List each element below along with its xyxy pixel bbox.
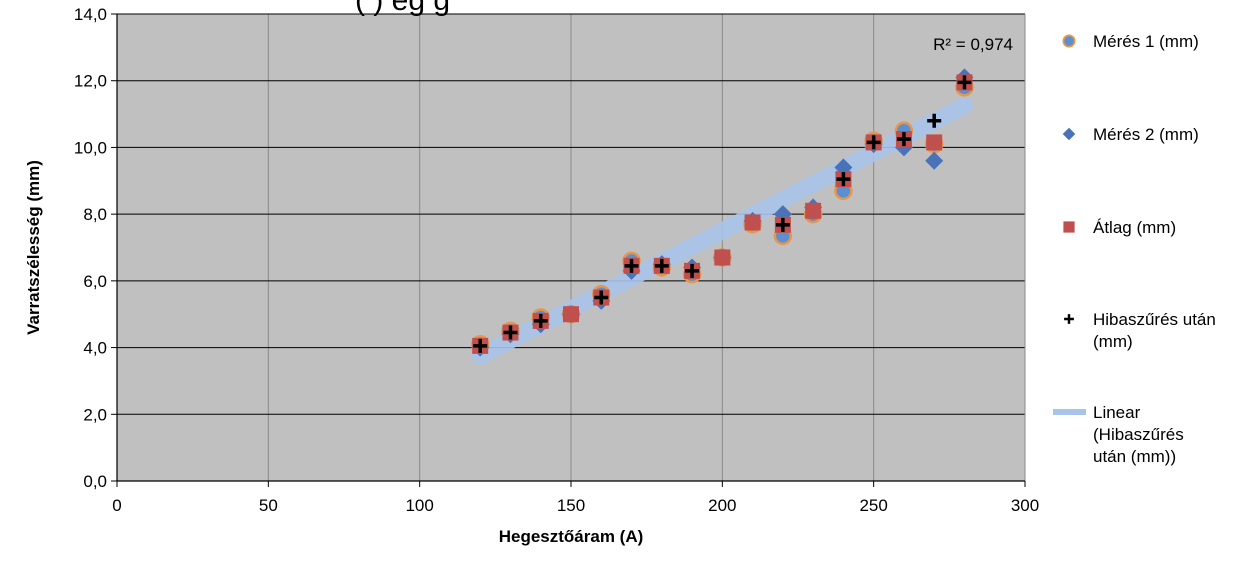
data-point-series-4	[473, 338, 488, 353]
legend-label-line: (mm)	[1093, 332, 1133, 351]
y-tick-label: 6,0	[83, 272, 107, 291]
legend-label-line: Mérés 1 (mm)	[1093, 32, 1199, 51]
legend-label-line: Mérés 2 (mm)	[1093, 125, 1199, 144]
r-squared-annotation: R² = 0,974	[933, 35, 1013, 54]
x-tick-label: 100	[405, 496, 433, 515]
legend-swatch-1	[1062, 34, 1076, 48]
legend-label-1: Mérés 1 (mm)	[1093, 32, 1199, 51]
legend-label-2: Mérés 2 (mm)	[1093, 125, 1199, 144]
legend-swatch-3	[1063, 221, 1075, 233]
legend-label-5: Linear (Hibaszűrés után (mm))	[1093, 403, 1184, 466]
data-point-series-4	[927, 113, 942, 128]
trendline	[471, 97, 973, 365]
y-tick-label: 4,0	[83, 339, 107, 358]
data-point-series-4	[836, 172, 851, 187]
y-tick-label: 14,0	[74, 5, 107, 24]
x-tick-label: 150	[557, 496, 585, 515]
data-point-series-3	[805, 202, 822, 219]
data-point-series-4	[775, 217, 790, 232]
data-point-series-3	[744, 214, 761, 231]
legend-label-4: Hibaszűrés után (mm)	[1093, 310, 1216, 351]
data-point-series-4	[533, 313, 548, 328]
data-point-series-4	[503, 325, 518, 340]
data-point-series-4	[594, 290, 609, 305]
legend-label-line: Linear	[1093, 403, 1141, 422]
legend-label-3: Átlag (mm)	[1093, 218, 1176, 237]
data-point-series-2	[925, 151, 944, 170]
data-point-series-4	[685, 263, 700, 278]
x-tick-label: 0	[112, 496, 121, 515]
data-point-series-4	[896, 132, 911, 147]
y-axis-title: Varratszélesség (mm)	[24, 160, 43, 335]
legend-swatch-2	[1062, 127, 1076, 141]
x-tick-label: 200	[708, 496, 736, 515]
legend-label-line: után (mm))	[1093, 447, 1176, 466]
y-tick-label: 2,0	[83, 405, 107, 424]
legend-swatch-4	[1064, 314, 1074, 324]
data-point-series-4	[957, 75, 972, 90]
legend-label-line: Hibaszűrés után	[1093, 310, 1216, 329]
data-point-series-4	[654, 258, 669, 273]
data-point-series-3	[714, 249, 731, 266]
y-tick-label: 8,0	[83, 205, 107, 224]
data-point-series-4	[624, 258, 639, 273]
x-tick-label: 50	[259, 496, 278, 515]
legend-label-line: (Hibaszűrés	[1093, 425, 1184, 444]
legend-label-line: Átlag (mm)	[1093, 218, 1176, 237]
y-tick-label: 0,0	[83, 472, 107, 491]
y-tick-label: 10,0	[74, 138, 107, 157]
y-tick-label: 12,0	[74, 72, 107, 91]
chart-title-fragment: ( ) eg g	[355, 0, 450, 17]
data-point-series-4	[866, 135, 881, 150]
data-point-series-3	[563, 306, 579, 323]
data-point-series-3	[926, 134, 943, 151]
x-tick-label: 250	[859, 496, 887, 515]
x-tick-label: 300	[1011, 496, 1039, 515]
x-axis-title: Hegesztőáram (A)	[499, 527, 644, 546]
